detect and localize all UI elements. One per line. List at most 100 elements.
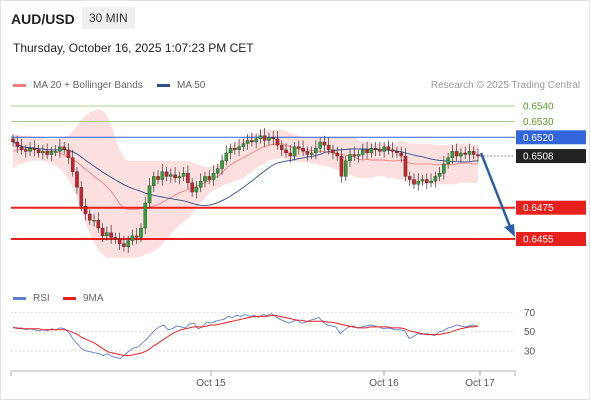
candle-body [425,179,429,183]
candle-body [194,187,199,193]
candle-body [66,149,71,158]
ma9-swatch-icon [63,297,76,300]
candle-body [70,157,75,172]
candle-body [216,168,220,174]
level-label-0-6508: 0.6508 [523,152,554,163]
candle-body [450,151,455,158]
candle-body [49,151,54,155]
candle-body [407,176,412,180]
legend-ma20: MA 20 + Bollinger Bands [13,80,143,91]
timeframe-badge[interactable]: 30 MIN [82,7,135,29]
candle-body [122,243,126,247]
candle-body [292,146,297,157]
candle-body [446,157,450,165]
candle-body [262,135,267,141]
level-label-0-6530: 0.6530 [523,117,554,128]
candle-body [254,138,258,143]
candle-body [403,155,408,177]
candle-body [339,155,344,177]
candle-body [156,176,160,180]
candle-body [361,149,365,155]
candle-body [476,154,480,157]
level-label-bg [516,149,586,164]
candle-body [117,238,122,244]
candle-body [228,148,233,154]
candle-body [79,187,84,207]
forecast-arrowhead [504,224,515,237]
candle-body [211,173,216,180]
rsi-tick-50: 50 [524,327,536,338]
level-label-0-6540: 0.6540 [523,102,554,113]
level-label-bg [516,200,586,215]
candle-body [442,163,446,174]
candle-body [258,135,263,140]
candle-body [198,180,203,188]
copyright: Research © 2025 Trading Central [430,80,580,91]
candles [11,127,480,254]
candle-body [369,148,374,154]
level-label-0-6520: 0.6520 [523,133,554,144]
candle-body [45,151,49,155]
candle-body [105,232,109,237]
timestamp: Thursday, October 16, 2025 1:07:23 PM CE… [13,41,254,55]
candle-body [271,137,275,140]
candle-body [83,205,88,215]
candle-body [280,144,284,150]
candle-body [109,232,113,238]
candle-body [433,176,438,182]
legend-ma9-label: 9MA [83,293,104,304]
candle-body [373,148,378,150]
rsi-tick-30: 30 [524,346,536,357]
legend-ma50-label: MA 50 [177,80,206,91]
candle-body [11,138,15,143]
candle-body [305,151,310,155]
candle-body [250,140,254,143]
legend-rsi: RSI [13,293,50,304]
candle-body [134,235,139,238]
candle-body [152,176,156,186]
legend-rsi-label: RSI [33,293,50,304]
ma20-line [12,143,478,210]
legend-ma50: MA 50 [157,80,205,91]
x-tick-label: Oct 17 [465,378,495,389]
candle-body [62,146,66,150]
candle-body [463,152,467,155]
candle-body [399,152,403,157]
candle-body [416,180,421,185]
candle-body [395,151,399,154]
candle-body [220,160,224,169]
candle-body [454,151,459,157]
candle-body [130,235,135,241]
level-label-0-6455: 0.6455 [523,235,554,246]
candle-body [356,154,361,157]
candle-body [390,149,395,152]
candle-body [241,143,246,147]
candle-body [318,141,322,149]
symbol-title: AUD/USD [11,11,75,27]
candle-body [420,179,425,182]
candle-body [267,137,271,141]
candle-body [173,174,177,179]
candle-body [331,149,335,154]
rsi-tick-70: 70 [524,308,536,319]
ma50-line [12,141,479,206]
candle-body [139,227,143,238]
x-tick-label: Oct 16 [369,378,399,389]
level-label-0-6475: 0.6475 [523,203,554,214]
candle-body [190,182,194,193]
candle-body [88,213,92,221]
candle-body [58,146,62,152]
ma20-swatch-icon [13,84,26,87]
candle-body [237,146,241,150]
candle-body [75,171,79,188]
candle-body [41,151,45,154]
candle-body [169,174,173,177]
level-label-bg [516,130,586,145]
bollinger-bands [13,109,478,258]
candle-body [245,140,250,144]
candle-body [297,146,301,149]
candle-body [348,154,352,161]
candle-body [160,171,165,180]
candle-body [429,180,433,183]
candle-body [32,148,37,150]
